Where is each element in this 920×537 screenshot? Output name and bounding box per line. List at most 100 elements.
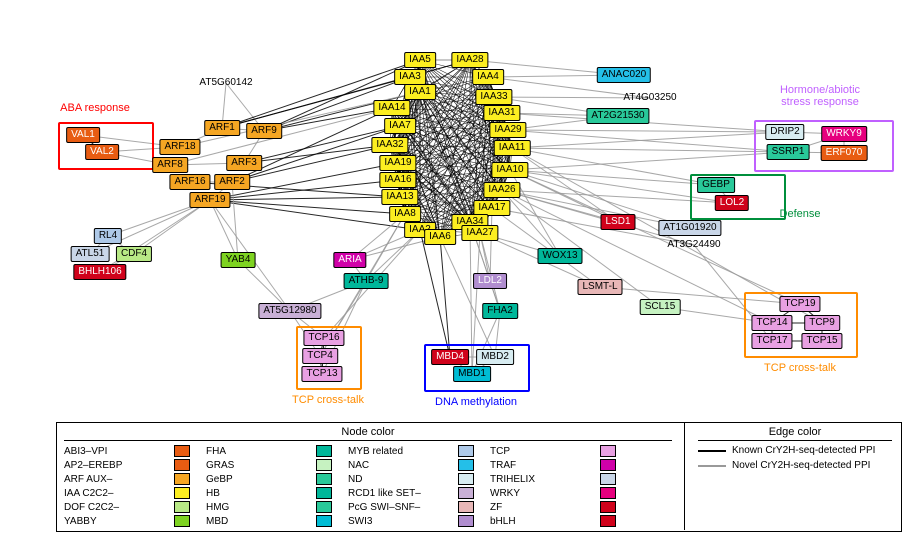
legend-item: IAA C2C2– [64, 487, 190, 499]
legend-item: GRAS [206, 459, 332, 471]
group-label-dna: DNA methylation [435, 396, 517, 408]
node-IAA27: IAA27 [461, 225, 498, 241]
node-IAA19: IAA19 [379, 155, 416, 171]
group-label-tcp1: TCP cross-talk [292, 394, 364, 406]
node-TCP4: TCP4 [302, 348, 338, 364]
node-legend-title: Node color [64, 426, 672, 438]
node-IAA31: IAA31 [483, 105, 520, 121]
node-IAA5: IAA5 [404, 52, 436, 68]
legend-item: TRIHELIX [490, 473, 616, 485]
group-label-aba: ABA response [60, 102, 130, 114]
legend-item: NAC [348, 459, 474, 471]
node-GEBP: GEBP [697, 177, 735, 193]
legend-item: HB [206, 487, 332, 499]
edge-legend-title: Edge color [698, 426, 892, 438]
node-SSRP1: SSRP1 [767, 144, 810, 160]
node-WRKY9: WRKY9 [821, 126, 867, 142]
node-AT5G12980: AT5G12980 [258, 303, 321, 319]
node-DRIP2: DRIP2 [765, 124, 804, 140]
edge-legend: Edge color Known CrY2H-seq-detected PPI N… [690, 422, 900, 530]
legend-item: MYB related [348, 445, 474, 457]
node-TCP19: TCP19 [779, 296, 820, 312]
node-TCP13: TCP13 [301, 366, 342, 382]
node-MBD4: MBD4 [431, 349, 469, 365]
legend-item: WRKY [490, 487, 616, 499]
legend-item: PcG SWI–SNF– [348, 501, 474, 513]
legend-item: ZF [490, 501, 616, 513]
node-IAA28: IAA28 [451, 52, 488, 68]
group-label-hormone: Hormone/abioticstress response [780, 84, 860, 108]
group-label-tcp2: TCP cross-talk [764, 362, 836, 374]
node-VAL2: VAL2 [85, 144, 119, 160]
node-ARF9: ARF9 [246, 123, 282, 139]
group-label-defense: Defense [780, 208, 821, 220]
legend-item: DOF C2C2– [64, 501, 190, 513]
node-ATHB-9: ATHB-9 [344, 273, 389, 289]
node-ARIA: ARIA [333, 252, 366, 268]
node-IAA6: IAA6 [424, 229, 456, 245]
node-IAA16: IAA16 [379, 172, 416, 188]
legend-item: MBD [206, 515, 332, 527]
edge-legend-item: Novel CrY2H-seq-detected PPI [698, 460, 892, 471]
node-TCP9: TCP9 [804, 315, 840, 331]
legend-separator [684, 422, 685, 530]
node-YAB4: YAB4 [221, 252, 256, 268]
node-RL4: RL4 [94, 228, 122, 244]
node-legend: Node color ABI3–VPI AP2–EREBP ARF AUX– IAA … [56, 422, 680, 530]
legend-item: YABBY [64, 515, 190, 527]
node-AT2G21530: AT2G21530 [586, 108, 649, 124]
node-ANAC020: ANAC020 [597, 67, 651, 83]
legend-item: GeBP [206, 473, 332, 485]
node-LSMT-L: LSMT-L [577, 279, 622, 295]
node-ARF1: ARF1 [204, 120, 240, 136]
legend-item: TCP [490, 445, 616, 457]
legend-item: RCD1 like SET– [348, 487, 474, 499]
node-IAA10: IAA10 [491, 162, 528, 178]
node-IAA33: IAA33 [475, 89, 512, 105]
node-IAA26: IAA26 [483, 182, 520, 198]
node-VAL1: VAL1 [66, 127, 100, 143]
node-CDF4: CDF4 [116, 246, 152, 262]
node-IAA8: IAA8 [389, 206, 421, 222]
node-TCP17: TCP17 [751, 333, 792, 349]
node-ARF18: ARF18 [159, 139, 200, 155]
node-ARF16: ARF16 [169, 174, 210, 190]
edge-legend-item: Known CrY2H-seq-detected PPI [698, 445, 892, 456]
node-IAA13: IAA13 [381, 189, 418, 205]
node-IAA7: IAA7 [384, 118, 416, 134]
node-IAA3: IAA3 [394, 69, 426, 85]
node-TCP16: TCP16 [303, 330, 344, 346]
node-AT4G03250: AT4G03250 [619, 91, 680, 105]
legend-item: FHA [206, 445, 332, 457]
legend-item: ABI3–VPI [64, 445, 190, 457]
node-LOL2: LOL2 [715, 195, 749, 211]
node-IAA14: IAA14 [373, 100, 410, 116]
node-IAA11: IAA11 [494, 140, 531, 156]
node-ERF070: ERF070 [821, 145, 868, 161]
node-IAA4: IAA4 [472, 69, 504, 85]
node-MBD1: MBD1 [453, 366, 491, 382]
node-BHLH106: BHLH106 [73, 264, 126, 280]
legend-item: bHLH [490, 515, 616, 527]
node-AT5G60142: AT5G60142 [195, 76, 256, 90]
node-TCP14: TCP14 [751, 315, 792, 331]
node-ARF3: ARF3 [226, 155, 262, 171]
legend-item: ND [348, 473, 474, 485]
node-MBD2: MBD2 [476, 349, 514, 365]
node-AT1G01920: AT1G01920 [658, 220, 721, 236]
node-ARF2: ARF2 [214, 174, 250, 190]
network-canvas: ABA response Hormone/abioticstress respon… [0, 0, 920, 537]
node-LSD1: LSD1 [600, 214, 635, 230]
legend-item: ARF AUX– [64, 473, 190, 485]
node-LDL2: LDL2 [473, 273, 507, 289]
legend-item: AP2–EREBP [64, 459, 190, 471]
node-SCL15: SCL15 [640, 299, 681, 315]
node-AT3G24490: AT3G24490 [663, 238, 724, 252]
node-WOX13: WOX13 [537, 248, 582, 264]
node-ARF19: ARF19 [189, 192, 230, 208]
node-IAA29: IAA29 [489, 122, 526, 138]
legend-item: SWI3 [348, 515, 474, 527]
legend-item: HMG [206, 501, 332, 513]
legend-item: TRAF [490, 459, 616, 471]
node-TCP15: TCP15 [801, 333, 842, 349]
